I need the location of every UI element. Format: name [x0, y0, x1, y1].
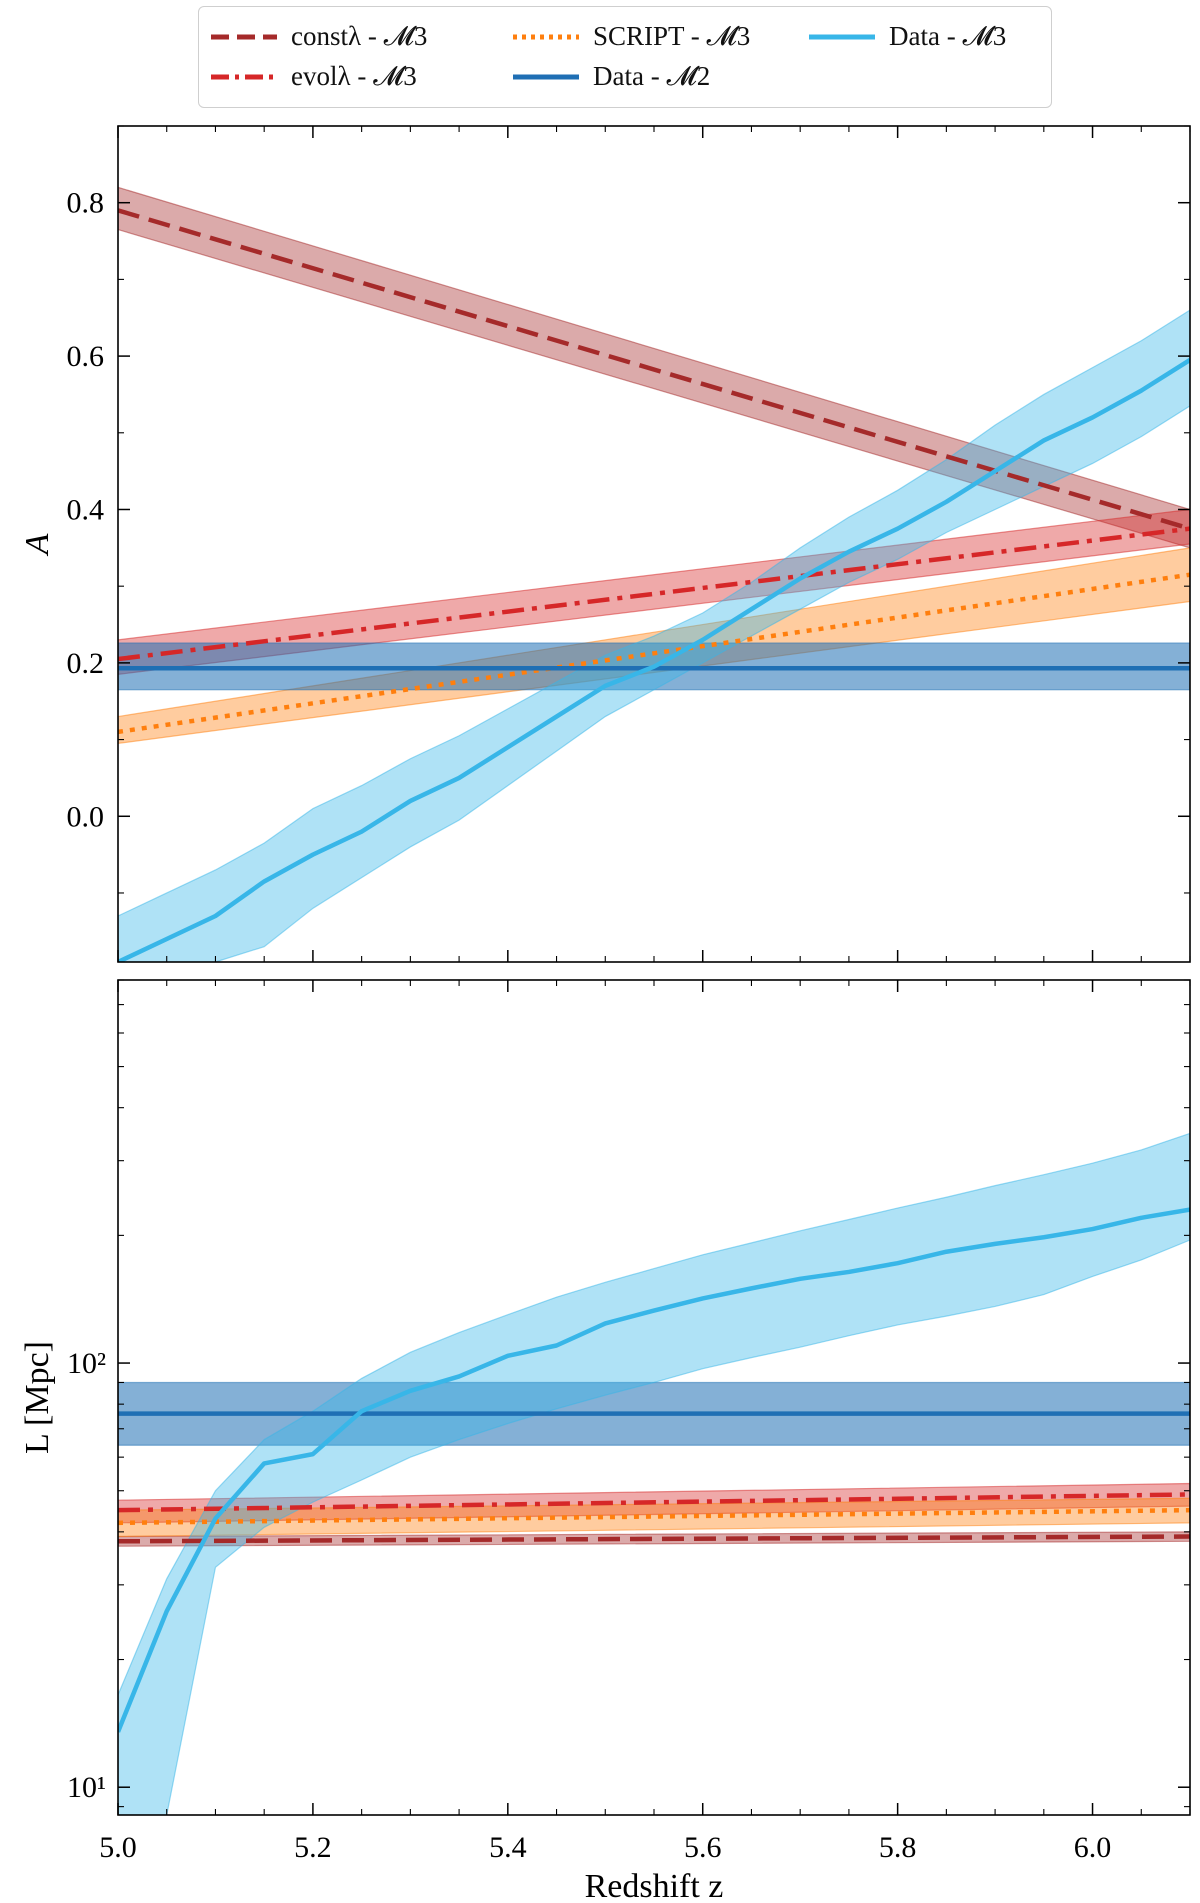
x-tick-label: 5.4	[489, 1831, 527, 1864]
x-tick-label: 5.8	[879, 1831, 917, 1864]
legend-swatch-m3	[809, 34, 875, 40]
band-evol-top	[118, 508, 1190, 675]
legend-entry-script: SCRIPT - 𝓜3	[513, 19, 750, 55]
legend-label-m3: Data - 𝓜3	[889, 21, 1007, 51]
legend-entry-m2: Data - 𝓜2	[513, 59, 710, 95]
legend-swatch-evol	[211, 74, 277, 80]
line-script-top	[118, 572, 1190, 735]
y-tick-label: 0.4	[67, 493, 105, 526]
line-evol-bottom	[118, 1492, 1190, 1513]
legend-swatch-m2	[513, 74, 579, 80]
line-evol-top	[118, 526, 1190, 662]
x-tick-label: 5.2	[294, 1831, 332, 1864]
y-axis-label-bottom: L [Mpc]	[19, 1341, 56, 1454]
line-const-top	[118, 208, 1190, 531]
legend-entry-m3: Data - 𝓜3	[809, 19, 1006, 55]
y-tick-label: 10²	[67, 1347, 106, 1380]
x-tick-label: 5.6	[684, 1831, 722, 1864]
x-tick-label: 6.0	[1074, 1831, 1112, 1864]
top-panel: 0.0 0.2 0.4 0.6 0.8 A	[19, 125, 1191, 963]
legend-label-evol: evolλ - 𝓜3	[291, 61, 417, 91]
plot-area	[118, 186, 1190, 962]
line-m3-top	[118, 358, 1190, 962]
y-tick-label: 10¹	[67, 1771, 106, 1804]
line-m3-bottom	[118, 1207, 1190, 1733]
legend-swatch-const	[211, 34, 277, 40]
plot-area	[118, 1132, 1190, 1815]
legend-label-m2: Data - 𝓜2	[593, 61, 711, 91]
legend-label-script: SCRIPT - 𝓜3	[593, 21, 751, 51]
line-const-bottom	[118, 1534, 1190, 1544]
legend-entry-evol: evolλ - 𝓜3	[211, 59, 417, 95]
legend: constλ - 𝓜3 evolλ - 𝓜3 SCRIPT - 𝓜3 Data …	[198, 6, 1052, 108]
x-tick-label: 5.0	[99, 1831, 137, 1864]
band-m3-top	[118, 309, 1190, 962]
band-const-bottom	[118, 1531, 1190, 1547]
y-axis-label-top: A	[19, 533, 56, 556]
bottom-panel: 10¹ 10² L [Mpc] 5.0 5.2 5.4 5.6 5.8 6.0 Redshift …	[19, 979, 1191, 1903]
legend-entry-const: constλ - 𝓜3	[211, 19, 427, 55]
y-tick-label: 0.2	[67, 647, 105, 680]
y-tick-label: 0.0	[67, 800, 105, 833]
y-tick-label: 0.8	[67, 187, 105, 220]
legend-swatch-script	[513, 34, 579, 40]
band-m3-bottom	[118, 1132, 1190, 1815]
y-tick-label: 0.6	[67, 340, 105, 373]
legend-label-const: constλ - 𝓜3	[291, 21, 428, 51]
x-axis-label: Redshift z	[585, 1868, 724, 1903]
